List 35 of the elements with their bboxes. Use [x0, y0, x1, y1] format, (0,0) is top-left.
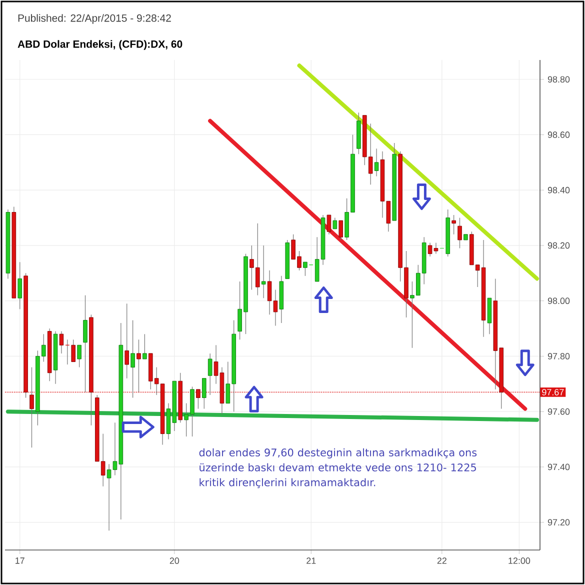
chart-title: ABD Dolar Endeksi, (CFD):DX, 60	[18, 40, 182, 50]
candlestick	[136, 339, 141, 392]
candlestick	[458, 217, 462, 249]
candlestick	[142, 334, 147, 360]
candlestick	[338, 220, 344, 240]
candlestick	[374, 148, 379, 177]
candlestick	[124, 303, 130, 379]
ref-line-label: 97.67	[542, 389, 564, 396]
candlestick	[326, 214, 332, 235]
candlestick	[202, 378, 206, 410]
y-tick-label: 98.80	[548, 76, 570, 83]
candlestick	[208, 353, 212, 396]
y-tick-label: 97.60	[548, 408, 570, 415]
candlestick	[18, 262, 22, 310]
x-tick-label: 20	[170, 558, 180, 564]
y-tick-label: 98.60	[548, 132, 570, 138]
candlestick	[59, 330, 64, 354]
x-tick-label: 17	[16, 558, 24, 564]
y-tick-label: 98.40	[548, 186, 570, 194]
y-tick-label: 97.40	[548, 464, 570, 470]
candlestick	[261, 245, 266, 298]
chart-subtitle: Published: 22/Apr/2015 - 9:28:42	[18, 14, 171, 24]
x-tick-label: 12:00	[508, 558, 530, 564]
candlestick	[77, 344, 82, 368]
y-tick-label: 98.00	[548, 298, 570, 304]
x-tick-label: 21	[306, 558, 316, 564]
candlestick	[130, 320, 135, 398]
annotation: dolar endes 97,60 desteginin altına sarkmadıkça ons üzerinde baskı devam etmekte vede ons 1210- 1225 kritik dirençlerini kıramamaktadır.	[199, 448, 477, 488]
y-tick-label: 97.80	[548, 353, 570, 360]
candlestick	[83, 295, 88, 392]
y-tick-label: 97.20	[548, 519, 570, 526]
candlestick	[332, 217, 338, 230]
candlestick	[452, 214, 456, 235]
x-tick-label: 22	[437, 558, 446, 564]
y-tick-label: 98.20	[548, 242, 570, 249]
